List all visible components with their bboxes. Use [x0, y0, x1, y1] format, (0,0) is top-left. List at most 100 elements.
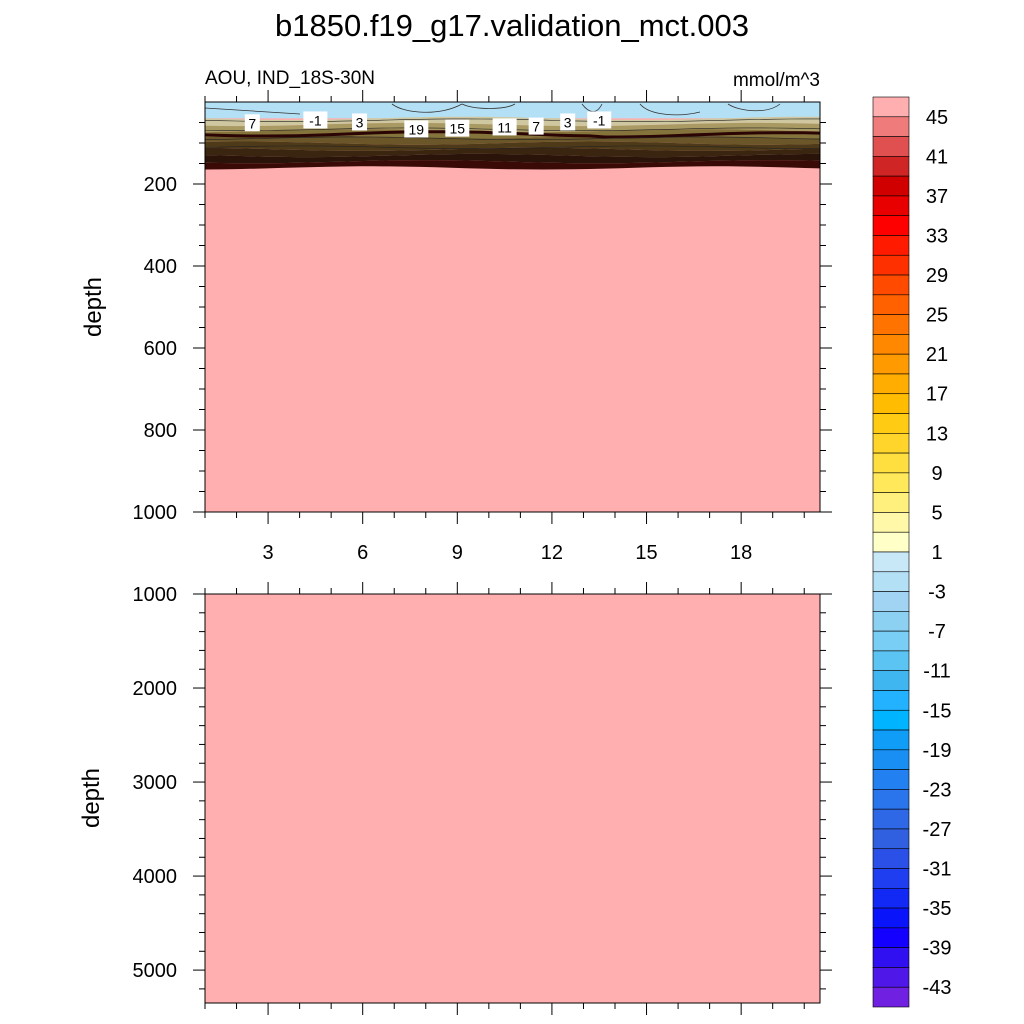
thermocline-band: [205, 160, 820, 170]
lower-plot-frame: [204, 593, 821, 1004]
contour-line: [727, 103, 781, 112]
contour-label-text: -1: [309, 112, 322, 128]
colorbar-label: 33: [926, 225, 948, 247]
contour-label-text: -1: [593, 112, 606, 128]
thermocline-band: [205, 135, 820, 145]
contour-line: [204, 136, 821, 140]
colorbar: 45 41 37 33 29 25 21 17 13 9 5 1 -3 -7 -11 -15 -19 -23 -27…: [872, 96, 952, 1008]
colorbar-label: -31: [923, 859, 952, 881]
lower-axis-ticks: 1000 2000 3000 4000 5000: [133, 582, 832, 1015]
colorbar-swatch: [872, 531, 910, 553]
colorbar-swatch: [872, 986, 910, 1008]
x-tick-label: 15: [635, 542, 657, 564]
x-tick-label: 3: [263, 542, 274, 564]
contour-label-text: 15: [450, 121, 466, 137]
contour-label: 11: [492, 118, 517, 136]
contour-label-box: [303, 111, 328, 129]
colorbar-swatch: [872, 235, 910, 256]
colorbar-swatch: [872, 294, 910, 315]
colorbar-swatch: [872, 136, 910, 157]
upper-plot-frame: [204, 101, 821, 513]
y-tick-label: 4000: [133, 866, 178, 888]
colorbar-swatch: [872, 492, 910, 513]
y-tick-label: 1000: [133, 502, 178, 524]
colorbar-label: 1: [931, 542, 942, 564]
colorbar-label: -11: [923, 661, 950, 683]
x-tick-label: 9: [452, 542, 463, 564]
colorbar-swatch: [872, 512, 910, 533]
x-tick-label: 6: [357, 542, 368, 564]
colorbar-swatch: [872, 334, 910, 355]
colorbar-label: 5: [931, 502, 942, 524]
colorbar-swatch: [872, 848, 910, 869]
colorbar-swatch: [872, 611, 910, 632]
colorbar-swatch: [872, 769, 910, 790]
thermocline-band: [205, 141, 820, 151]
colorbar-swatch: [872, 314, 910, 335]
lower-plot-fill: [205, 594, 820, 1003]
colorbar-swatch: [872, 551, 910, 573]
colorbar-label: -23: [923, 779, 952, 801]
contour-label-text: 11: [497, 119, 512, 135]
contour-label-text: 7: [248, 115, 256, 131]
colorbar-swatch: [872, 591, 910, 612]
colorbar-swatch: [872, 452, 910, 474]
colorbar-swatch: [872, 630, 910, 652]
y-tick-label: 200: [144, 174, 177, 196]
contour-label-text: 3: [356, 115, 364, 131]
mixed-layer-fill: [205, 102, 820, 119]
contour-label-box: [244, 114, 260, 132]
contour-label: 19: [404, 120, 429, 138]
colorbar-label: 13: [926, 423, 948, 445]
contour-label: 7: [528, 117, 544, 135]
colorbar-swatch: [872, 433, 910, 454]
colorbar-label: -3: [928, 582, 946, 604]
contour-label: 15: [445, 119, 470, 137]
colorbar-swatch: [872, 729, 910, 751]
colorbar-swatch: [872, 274, 910, 296]
upper-y-axis-label: depth: [80, 277, 107, 337]
high-aou-fill: [205, 102, 820, 512]
contour-label-box: [445, 119, 470, 137]
colorbar-swatch: [872, 828, 910, 850]
colorbar-label: -19: [923, 740, 952, 762]
contour-label-box: [492, 118, 517, 136]
y-tick-label: 400: [144, 256, 177, 278]
colorbar-swatch: [872, 215, 910, 236]
colorbar-swatch: [872, 670, 910, 691]
contour-label: 3: [352, 113, 368, 131]
y-tick-label: 5000: [133, 960, 178, 982]
colorbar-label: 17: [926, 384, 948, 406]
high-aou-fill: [205, 594, 820, 1003]
colorbar-swatch: [872, 175, 910, 197]
colorbar-swatch: [872, 868, 910, 889]
contour-line: [461, 103, 516, 109]
contour-label: 7: [244, 114, 260, 132]
colorbar-swatch: [872, 927, 910, 948]
upper-subtitle-right: mmol/m^3: [733, 70, 820, 91]
colorbar-label: -27: [923, 819, 952, 841]
thermocline-band: [205, 147, 820, 158]
contour-label-text: 19: [409, 121, 425, 137]
contour-line: [204, 107, 301, 115]
contour-label-box: [528, 117, 544, 135]
contour-label-box: [560, 113, 576, 131]
colorbar-swatch: [872, 907, 910, 929]
lower-panel: 1000 2000 3000 4000 5000 depth: [78, 582, 832, 1015]
colorbar-swatch: [872, 749, 910, 770]
y-tick-label: 600: [144, 338, 177, 360]
colorbar-label: 21: [926, 344, 948, 366]
colorbar-swatch: [872, 96, 910, 118]
colorbar-swatch: [872, 690, 910, 711]
upper-axis-ticks: 200 400 600 800 1000 3 6 9 12 15 18: [133, 90, 832, 564]
colorbar-label: 29: [926, 265, 948, 287]
colorbar-label: 37: [926, 186, 948, 208]
lower-y-axis-label: depth: [78, 768, 105, 828]
contour-label: -1: [587, 111, 612, 129]
colorbar-label: -7: [928, 621, 946, 643]
upper-contour-lines: [204, 103, 821, 149]
colorbar-swatch: [872, 472, 910, 493]
contour-label-box: [352, 113, 368, 131]
colorbar-label: -43: [923, 977, 952, 999]
